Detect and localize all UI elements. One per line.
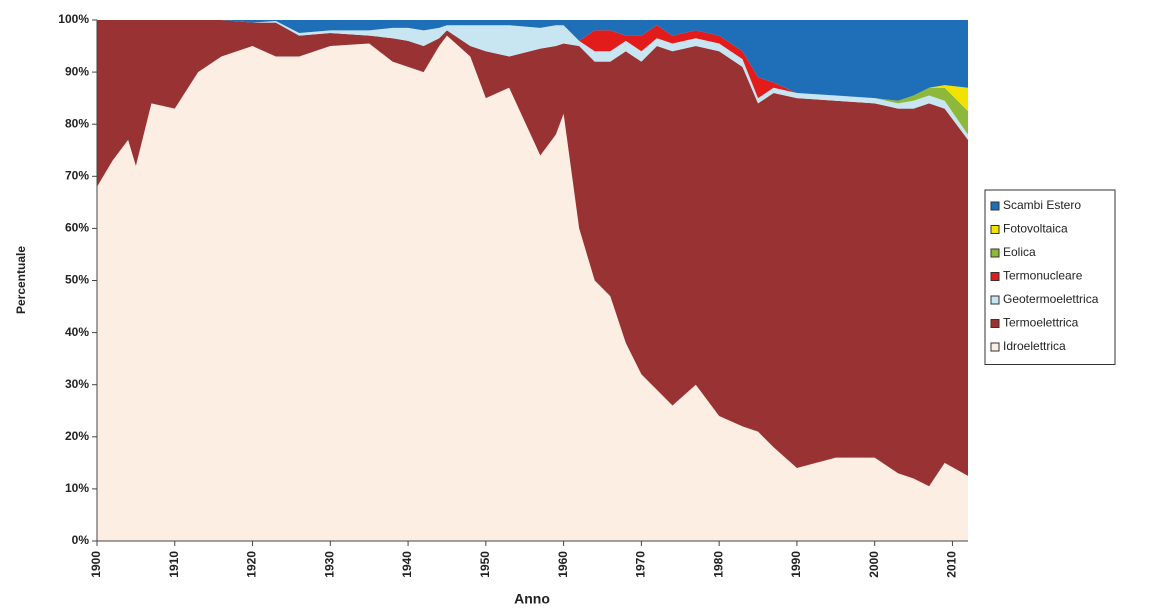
y-tick-label: 10% [65,481,89,495]
x-tick-label: 2010 [945,551,959,578]
legend-swatch [990,248,1000,258]
x-tick-label: 1960 [556,551,570,578]
legend-swatch [990,295,1000,305]
legend-label: Eolica [1003,245,1036,259]
x-tick-label: 1900 [89,551,103,578]
y-tick-label: 30% [65,377,89,391]
x-tick-label: 1980 [711,551,725,578]
y-tick-label: 70% [65,168,89,182]
y-tick-label: 60% [65,221,89,235]
x-tick-label: 1930 [322,551,336,578]
y-tick-label: 90% [65,64,89,78]
y-tick-label: 50% [65,273,89,287]
x-axis-label: Anno [514,591,550,607]
y-tick-label: 40% [65,325,89,339]
legend-swatch [990,272,1000,281]
areas [97,20,968,541]
legend-swatch [990,225,1000,234]
axes: 0% 10% 20% 30% 40% 50% 60% 70% 80% 90% 100% 1900 191… [58,12,968,578]
legend: Scambi Estero Fotovoltaica Eolica Termonucl… [984,189,1116,365]
x-tick-label: 2000 [867,551,881,578]
legend-label: Termoelettrica [1003,316,1079,330]
x-tick-label: 1940 [400,551,414,578]
legend-label: Idroelettrica [1003,339,1066,353]
x-tick-label: 1910 [167,551,181,578]
x-tick-label: 1950 [478,551,492,578]
y-tick-label: 100% [58,12,89,26]
legend-label: Fotovoltaica [1003,222,1068,236]
area [97,20,968,140]
legend-swatch [990,319,1000,328]
y-tick-label: 0% [72,533,90,547]
legend-box [984,189,1116,365]
legend-label: Geotermoelettrica [1003,292,1099,306]
area [97,35,968,541]
x-tick-label: 1990 [789,551,803,578]
x-tick-label: 1920 [245,551,259,578]
legend-swatch [990,342,1000,352]
y-axis-label: Percentuale [14,246,28,314]
area [97,20,968,487]
legend-label: Termonucleare [1003,269,1083,283]
y-tick-label: 20% [65,429,89,443]
x-tick-label: 1970 [634,551,648,578]
area [97,20,968,101]
legend-label: Scambi Estero [1003,198,1081,212]
legend-swatch [990,201,1000,211]
y-tick-label: 80% [65,116,89,130]
